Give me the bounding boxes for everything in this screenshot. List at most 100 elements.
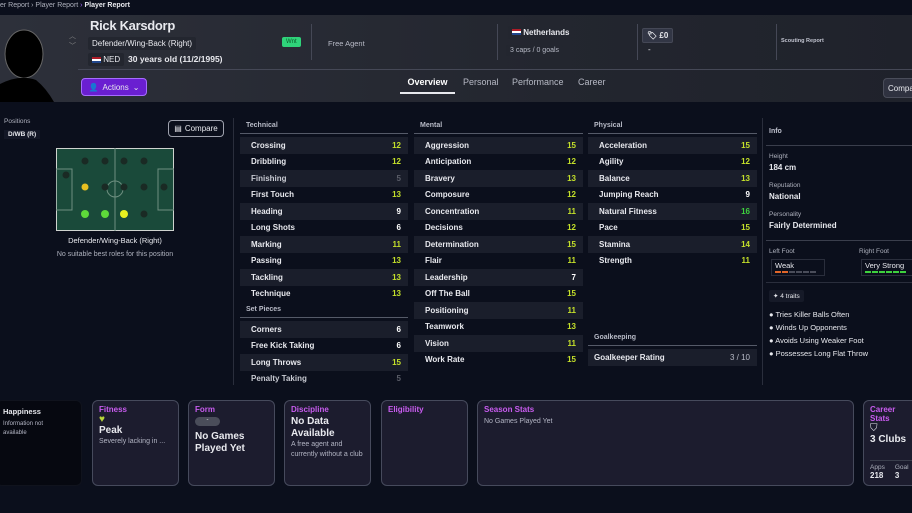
attribute-row[interactable]: Aggression 15 xyxy=(414,137,583,154)
attribute-value: 6 xyxy=(396,223,401,233)
compare-button-top[interactable]: Compa xyxy=(883,78,912,98)
breadcrumb: er Report › Player Report › Player Repor… xyxy=(0,2,130,9)
attribute-row[interactable]: Concentration 11 xyxy=(414,203,583,220)
career-stats-card[interactable]: Career Stats ⛉ 3 Clubs Apps 218 Goal 3 xyxy=(863,400,912,486)
attribute-row[interactable]: Pace 15 xyxy=(588,220,757,237)
attribute-row[interactable]: Stamina 14 xyxy=(588,236,757,253)
attribute-row[interactable]: Balance 13 xyxy=(588,170,757,187)
attribute-row[interactable]: First Touch 13 xyxy=(240,187,408,204)
player-nav-arrows[interactable]: ︿ ﹀ xyxy=(69,33,76,50)
attribute-row[interactable]: Tackling 13 xyxy=(240,269,408,286)
nation-chip[interactable]: NED xyxy=(88,53,125,66)
attribute-row[interactable]: Crossing 12 xyxy=(240,137,408,154)
attribute-row[interactable]: Determination 15 xyxy=(414,236,583,253)
eligibility-card[interactable]: Eligibility xyxy=(381,400,468,486)
attribute-row[interactable]: Natural Fitness 16 xyxy=(588,203,757,220)
attribute-row[interactable]: Passing 13 xyxy=(240,253,408,270)
attribute-row[interactable]: Penalty Taking 5 xyxy=(240,371,408,388)
foot-level-segment xyxy=(796,271,802,273)
attribute-value: 16 xyxy=(741,206,750,216)
tab-personal[interactable]: Personal xyxy=(463,77,499,87)
attribute-row[interactable]: Flair 11 xyxy=(414,253,583,270)
attribute-name: Composure xyxy=(425,190,470,200)
attribute-row[interactable]: Strength 11 xyxy=(588,253,757,270)
right-foot: Very Strong xyxy=(861,259,912,276)
attribute-value: 13 xyxy=(741,173,750,183)
season-stats-card[interactable]: Season Stats No Games Played Yet xyxy=(477,400,854,486)
traits-list: ● Tries Killer Balls Often ● Winds Up Opp… xyxy=(769,308,868,360)
foot-level-segment xyxy=(789,271,795,273)
trait-item: ● Winds Up Opponents xyxy=(769,323,847,332)
happiness-card: Happiness Information not available xyxy=(0,400,82,486)
shield-icon: ⛉ xyxy=(870,423,878,434)
positions-label: Positions xyxy=(4,118,31,125)
attribute-value: 11 xyxy=(567,206,576,216)
attribute-name: Anticipation xyxy=(425,157,472,167)
attribute-row[interactable]: Work Rate 15 xyxy=(414,352,583,369)
info-personality: Personality Fairly Determined xyxy=(769,211,837,230)
attribute-row[interactable]: Decisions 12 xyxy=(414,220,583,237)
attribute-row[interactable]: Positioning 11 xyxy=(414,302,583,319)
attribute-row[interactable]: Off The Ball 15 xyxy=(414,286,583,303)
attribute-name: Corners xyxy=(251,324,282,334)
attribute-row[interactable]: Free Kick Taking 6 xyxy=(240,338,408,355)
attribute-value: 11 xyxy=(567,338,576,348)
attribute-row[interactable]: Heading 9 xyxy=(240,203,408,220)
left-foot: Weak xyxy=(771,259,825,276)
attribute-row[interactable]: Jumping Reach 9 xyxy=(588,187,757,204)
scouting-report[interactable]: Scouting Report xyxy=(781,38,824,44)
attribute-row[interactable]: Bravery 13 xyxy=(414,170,583,187)
attribute-row[interactable]: Technique 13 xyxy=(240,286,408,303)
attribute-row[interactable]: Long Throws 15 xyxy=(240,354,408,371)
attribute-name: Work Rate xyxy=(425,355,465,365)
attribute-row[interactable]: Finishing 5 xyxy=(240,170,408,187)
foot-level-segment xyxy=(810,271,816,273)
attribute-row[interactable]: Leadership 7 xyxy=(414,269,583,286)
goalkeeping-section: Goalkeeping Goalkeeper Rating 3 / 10 xyxy=(588,334,757,366)
attribute-row[interactable]: Marking 11 xyxy=(240,236,408,253)
nation-link[interactable]: Netherlands xyxy=(508,26,574,39)
attribute-row[interactable]: Long Shots 6 xyxy=(240,220,408,237)
attribute-row[interactable]: Acceleration 15 xyxy=(588,137,757,154)
form-card[interactable]: Form - No Games Played Yet xyxy=(188,400,275,486)
position-dots xyxy=(62,157,168,218)
breadcrumb-item[interactable]: er Report xyxy=(0,2,30,9)
netherlands-flag-icon xyxy=(512,29,521,35)
info-reputation: Reputation National xyxy=(769,182,801,201)
attribute-row[interactable]: Corners 6 xyxy=(240,321,408,338)
breadcrumb-item[interactable]: Player Report xyxy=(35,2,79,9)
attribute-row[interactable]: Anticipation 12 xyxy=(414,154,583,171)
attribute-row[interactable]: Vision 11 xyxy=(414,335,583,352)
trait-item: ● Tries Killer Balls Often xyxy=(769,310,850,319)
tab-overview[interactable]: Overview xyxy=(400,77,455,94)
actions-button[interactable]: 👤 Actions ⌄ xyxy=(81,78,147,96)
roles-note: No suitable best roles for this position xyxy=(56,251,174,258)
attribute-name: Flair xyxy=(425,256,442,266)
status-badge[interactable]: Wnt xyxy=(282,37,301,47)
foot-level-segment xyxy=(886,271,892,273)
discipline-card[interactable]: Discipline No Data Available A free agent … xyxy=(284,400,371,486)
compare-button[interactable]: ▤ Compare xyxy=(168,120,224,137)
attribute-name: First Touch xyxy=(251,190,294,200)
attribute-name: Dribbling xyxy=(251,157,287,167)
attribute-row[interactable]: Composure 12 xyxy=(414,187,583,204)
traits-chip[interactable]: ✦ 4 traits xyxy=(769,290,804,302)
attribute-row[interactable]: Teamwork 13 xyxy=(414,319,583,336)
attribute-value: 13 xyxy=(392,272,401,282)
tab-career[interactable]: Career xyxy=(578,77,606,87)
attribute-name: Acceleration xyxy=(599,140,648,150)
heart-icon: ♥ xyxy=(99,414,105,425)
foot-level-segment xyxy=(879,271,885,273)
right-foot-label: Right Foot xyxy=(859,248,889,255)
value-sub: - xyxy=(648,45,651,54)
attribute-row[interactable]: Agility 12 xyxy=(588,154,757,171)
attribute-value: 7 xyxy=(571,272,576,282)
traits-icon: ✦ xyxy=(773,293,779,300)
attribute-row[interactable]: Dribbling 12 xyxy=(240,154,408,171)
attribute-name: Passing xyxy=(251,256,282,266)
attribute-value: 6 xyxy=(396,324,401,334)
foot-level-segment xyxy=(782,271,788,273)
tab-performance[interactable]: Performance xyxy=(512,77,564,87)
attribute-name: Aggression xyxy=(425,140,470,150)
fitness-card[interactable]: Fitness ♥ Peak Severely lacking in ... xyxy=(92,400,179,486)
